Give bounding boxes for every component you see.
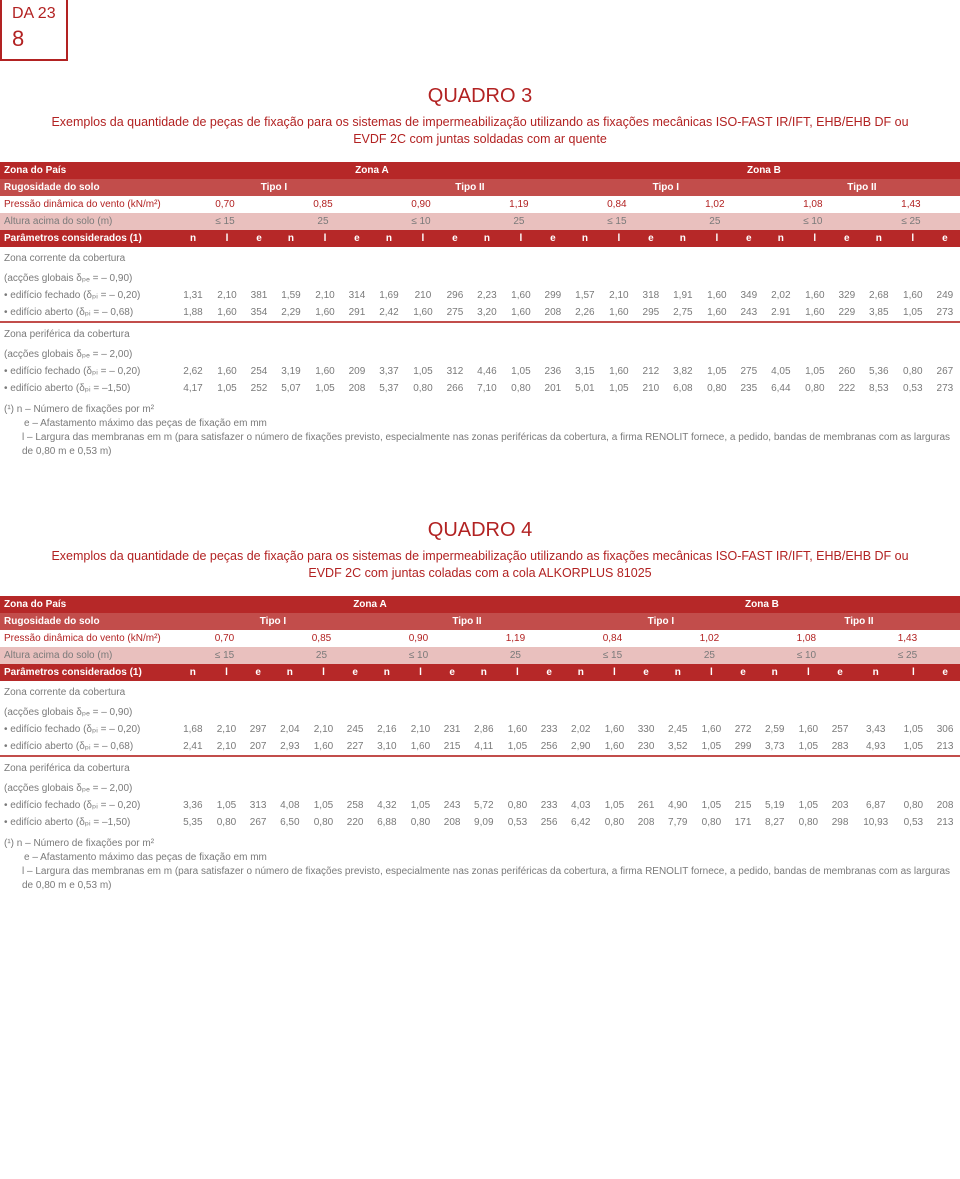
h4-params-row: Parâmetros considerados (1)nlenlenlenlen… <box>0 664 960 681</box>
h-zonaB: Zona B <box>568 162 960 179</box>
quadro3-table: Zona do País Zona A Zona B Rugosidade do… <box>0 162 960 397</box>
h-a2: ≤ 10 <box>372 213 470 230</box>
quadro4-table: Zona do País Zona A Zona B Rugosidade do… <box>0 596 960 831</box>
h4-zonaB: Zona B <box>564 596 960 613</box>
page-tag: DA 23 8 <box>0 0 68 61</box>
h-p3: 1,19 <box>470 196 568 213</box>
quadro4-caption: Exemplos da quantidade de peças de fixaç… <box>50 548 910 582</box>
g1-r2: • edifício aberto (δₚᵢ = – 0,68)1,881,60… <box>0 304 960 322</box>
h4-zonaA: Zona A <box>176 596 564 613</box>
g1-title: Zona corrente da cobertura <box>0 247 960 267</box>
h-zonaA: Zona A <box>176 162 568 179</box>
page-code: DA 23 <box>12 4 56 25</box>
g2-sub: (acções globais δₚₑ = – 2,00) <box>0 343 960 363</box>
h-t1b: Tipo I <box>568 179 764 196</box>
quadro3-caption: Exemplos da quantidade de peças de fixaç… <box>50 114 910 148</box>
h-a5: 25 <box>666 213 764 230</box>
g2-r1: • edifício fechado (δₚᵢ = – 0,20)2,621,6… <box>0 363 960 380</box>
h-a7: ≤ 25 <box>862 213 960 230</box>
h-zona-pais: Zona do País <box>0 162 176 179</box>
h-a1: 25 <box>274 213 372 230</box>
h-pressao: Pressão dinâmica do vento (kN/m²) <box>0 196 176 213</box>
quadro-3: QUADRO 3 Exemplos da quantidade de peças… <box>0 85 960 459</box>
g1-sub: (acções globais δₚₑ = – 0,90) <box>0 267 960 287</box>
h-a4: ≤ 15 <box>568 213 666 230</box>
h4-rugosidade: Rugosidade do solo <box>0 613 176 630</box>
quadro4-footnotes: (¹) n – Número de fixações por m² e – Af… <box>0 837 960 893</box>
f3: l – Largura das membranas em m (para sat… <box>4 431 956 459</box>
h-p4: 0,84 <box>568 196 666 213</box>
quadro-4: QUADRO 4 Exemplos da quantidade de peças… <box>0 519 960 893</box>
h-a6: ≤ 10 <box>764 213 862 230</box>
f1: (¹) n – Número de fixações por m² <box>4 403 956 417</box>
h-p7: 1,43 <box>862 196 960 213</box>
g2-title: Zona periférica da cobertura <box>0 323 960 343</box>
h-p0: 0,70 <box>176 196 274 213</box>
h-altura: Altura acima do solo (m) <box>0 213 176 230</box>
h-p5: 1,02 <box>666 196 764 213</box>
page-num: 8 <box>12 25 56 54</box>
quadro3-title: QUADRO 3 <box>0 85 960 108</box>
h-p6: 1,08 <box>764 196 862 213</box>
f2: e – Afastamento máximo das peças de fixa… <box>4 417 956 431</box>
quadro3-footnotes: (¹) n – Número de fixações por m² e – Af… <box>0 403 960 459</box>
h4-zona-pais: Zona do País <box>0 596 176 613</box>
h-params-row: Parâmetros considerados (1)nlenlenlenlen… <box>0 230 960 247</box>
h-p1: 0,85 <box>274 196 372 213</box>
h-p2: 0,90 <box>372 196 470 213</box>
h-t2b: Tipo II <box>764 179 960 196</box>
h-t2a: Tipo II <box>372 179 568 196</box>
h-t1a: Tipo I <box>176 179 372 196</box>
h-rugosidade: Rugosidade do solo <box>0 179 176 196</box>
quadro4-title: QUADRO 4 <box>0 519 960 542</box>
g1-r1: • edifício fechado (δₚᵢ = – 0,20)1,312,1… <box>0 287 960 304</box>
h-a3: 25 <box>470 213 568 230</box>
g2-r2: • edifício aberto (δₚᵢ = –1,50)4,171,052… <box>0 380 960 397</box>
h-a0: ≤ 15 <box>176 213 274 230</box>
